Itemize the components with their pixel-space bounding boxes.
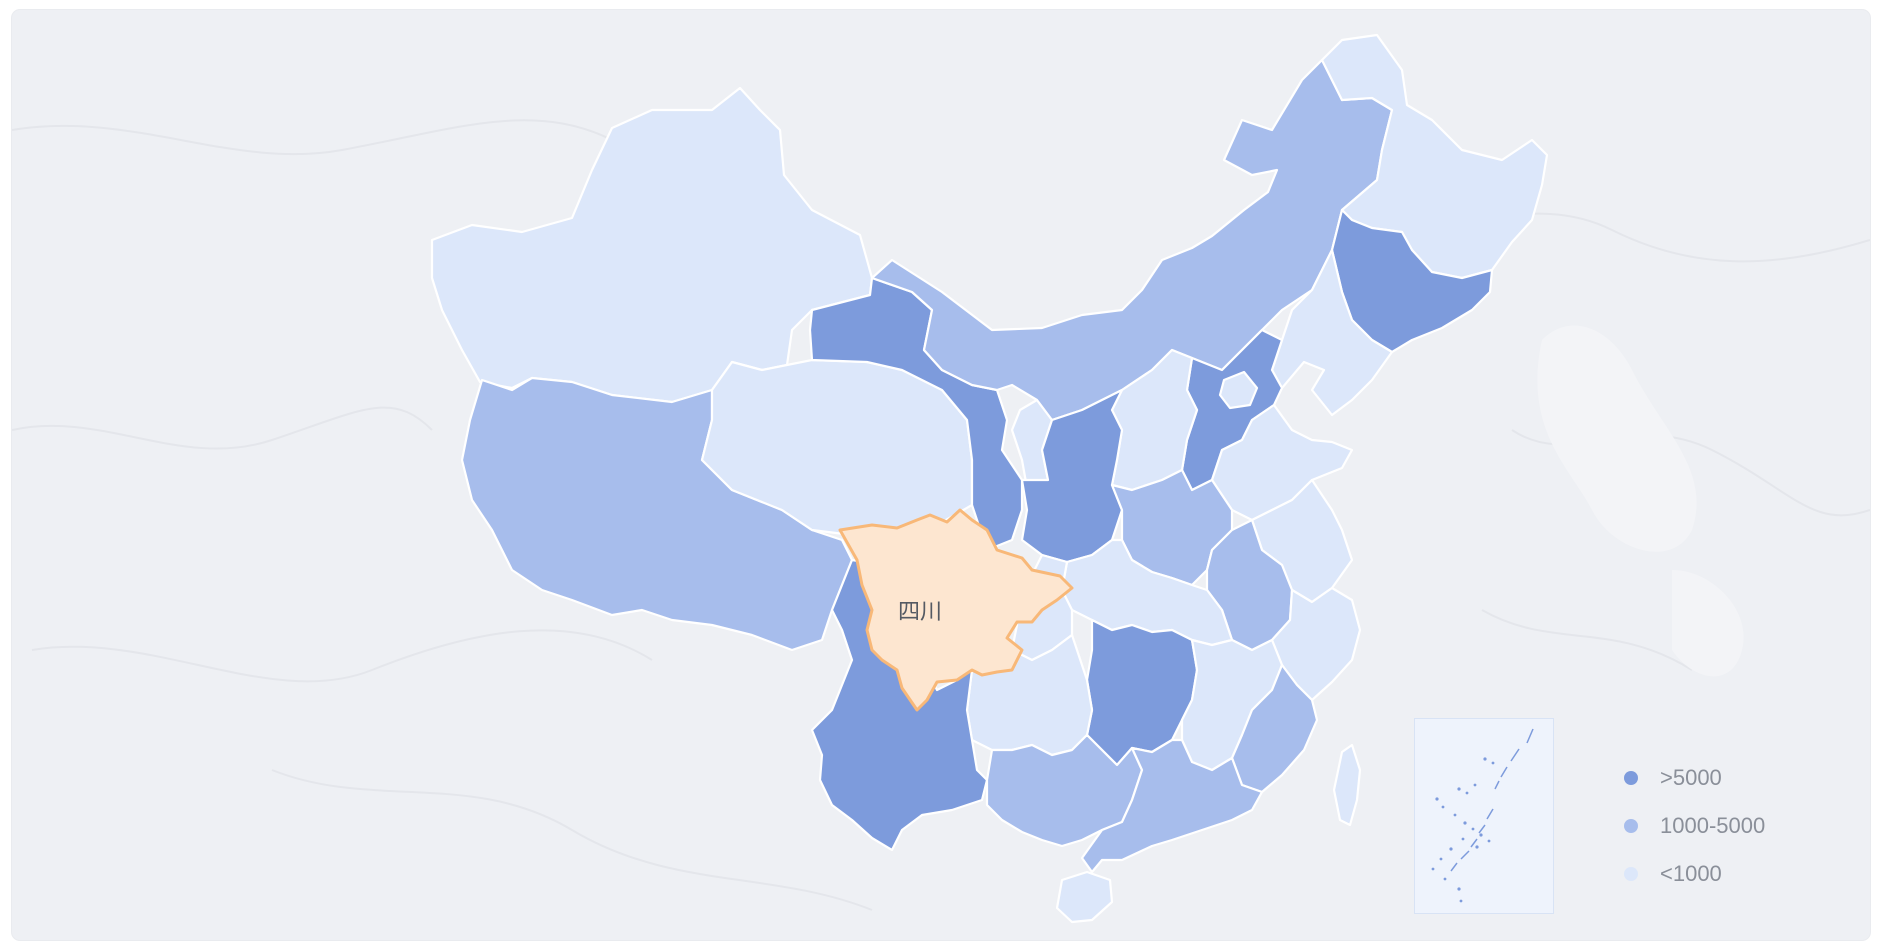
province-tibet[interactable] [460,376,854,652]
province-yunnan[interactable] [810,558,989,852]
province-guangdong[interactable] [1080,738,1264,874]
background-landmass [1537,325,1744,677]
south-china-sea-inset [1414,718,1554,914]
province-taiwan[interactable] [1332,743,1362,827]
region-label-sichuan: 四川 [898,600,942,625]
legend-item-low[interactable]: <1000 [1624,850,1824,898]
map-card: 四川 [12,10,1870,940]
legend-label-mid: 1000-5000 [1660,813,1766,838]
legend: >5000 1000-5000 <1000 [1624,754,1824,898]
legend-label-high: >5000 [1660,765,1722,790]
legend-dot-mid [1624,819,1638,833]
legend-dot-high [1624,771,1638,785]
legend-dot-low [1624,867,1638,881]
province-xinjiang[interactable] [430,86,874,404]
province-beijing[interactable] [1218,370,1259,410]
province-sichuan[interactable] [838,508,1074,712]
legend-label-low: <1000 [1660,861,1722,886]
legend-item-high[interactable]: >5000 [1624,754,1824,802]
inset-islands [1431,728,1534,903]
legend-item-mid[interactable]: 1000-5000 [1624,802,1824,850]
china-map: 四川 [12,33,1870,924]
province-hainan[interactable] [1055,870,1114,924]
